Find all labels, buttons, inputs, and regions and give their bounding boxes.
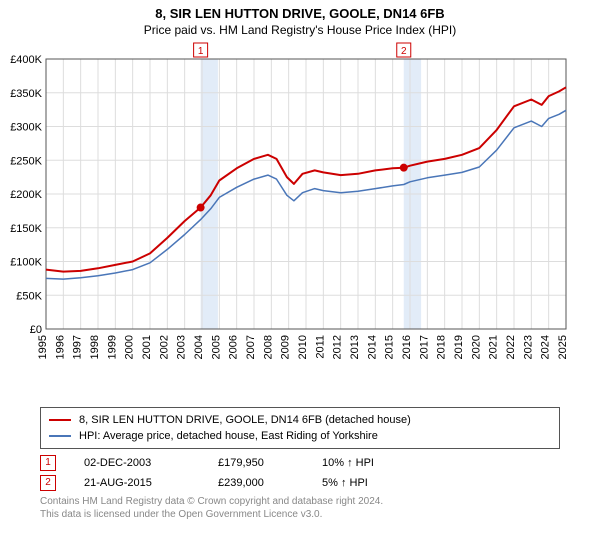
legend-swatch [49, 419, 71, 421]
svg-text:1995: 1995 [37, 335, 49, 359]
svg-text:2025: 2025 [557, 335, 569, 359]
svg-text:2006: 2006 [228, 335, 240, 359]
svg-text:2009: 2009 [280, 335, 292, 359]
chart-container: 8, SIR LEN HUTTON DRIVE, GOOLE, DN14 6FB… [0, 0, 600, 521]
legend-item: 8, SIR LEN HUTTON DRIVE, GOOLE, DN14 6FB… [49, 412, 551, 428]
chart-title: 8, SIR LEN HUTTON DRIVE, GOOLE, DN14 6FB [0, 0, 600, 21]
svg-text:2017: 2017 [418, 335, 430, 359]
svg-text:£150K: £150K [10, 223, 42, 235]
svg-text:2002: 2002 [158, 335, 170, 359]
svg-text:2013: 2013 [349, 335, 361, 359]
sale-date: 02-DEC-2003 [84, 453, 194, 473]
svg-text:2019: 2019 [453, 335, 465, 359]
svg-text:2000: 2000 [124, 335, 136, 359]
sale-row: 1 02-DEC-2003 £179,950 10% ↑ HPI [40, 453, 560, 473]
svg-text:2016: 2016 [401, 335, 413, 359]
svg-text:£50K: £50K [16, 290, 42, 302]
sale-price: £179,950 [218, 453, 298, 473]
svg-text:2024: 2024 [540, 335, 552, 359]
svg-text:2023: 2023 [522, 335, 534, 359]
attribution-line: Contains HM Land Registry data © Crown c… [40, 495, 560, 508]
sale-price: £239,000 [218, 473, 298, 493]
svg-text:2022: 2022 [505, 335, 517, 359]
svg-text:2021: 2021 [488, 335, 500, 359]
svg-text:£100K: £100K [10, 257, 42, 269]
legend: 8, SIR LEN HUTTON DRIVE, GOOLE, DN14 6FB… [40, 407, 560, 449]
chart-plot: £0 £50K £100K £150K £200K £250K £300K £350K £400… [0, 41, 600, 401]
svg-text:£400K: £400K [10, 54, 42, 66]
sale-date: 21-AUG-2015 [84, 473, 194, 493]
svg-text:£250K: £250K [10, 155, 42, 167]
sale-row: 2 21-AUG-2015 £239,000 5% ↑ HPI [40, 473, 560, 493]
sale-hpi: 5% ↑ HPI [322, 473, 422, 493]
chart-subtitle: Price paid vs. HM Land Registry's House … [0, 21, 600, 41]
svg-text:2010: 2010 [297, 335, 309, 359]
svg-text:2011: 2011 [314, 335, 326, 359]
svg-text:2012: 2012 [332, 335, 344, 359]
svg-text:2008: 2008 [262, 335, 274, 359]
svg-text:1997: 1997 [72, 335, 84, 359]
svg-text:£300K: £300K [10, 122, 42, 134]
svg-text:2003: 2003 [176, 335, 188, 359]
svg-text:1: 1 [198, 46, 204, 57]
svg-text:2015: 2015 [384, 335, 396, 359]
sale-marker-icon: 1 [40, 455, 56, 471]
svg-text:2004: 2004 [193, 335, 205, 359]
attribution: Contains HM Land Registry data © Crown c… [40, 495, 560, 521]
svg-text:2007: 2007 [245, 335, 257, 359]
svg-text:2020: 2020 [470, 335, 482, 359]
legend-item: HPI: Average price, detached house, East… [49, 428, 551, 444]
svg-text:1996: 1996 [54, 335, 66, 359]
legend-label: HPI: Average price, detached house, East… [79, 428, 378, 444]
svg-text:2005: 2005 [210, 335, 222, 359]
legend-label: 8, SIR LEN HUTTON DRIVE, GOOLE, DN14 6FB… [79, 412, 411, 428]
svg-text:2: 2 [401, 46, 407, 57]
svg-text:£350K: £350K [10, 88, 42, 100]
svg-text:1999: 1999 [106, 335, 118, 359]
svg-text:1998: 1998 [89, 335, 101, 359]
svg-text:2014: 2014 [366, 335, 378, 359]
svg-text:£0: £0 [30, 324, 42, 336]
legend-swatch [49, 435, 71, 437]
attribution-line: This data is licensed under the Open Gov… [40, 508, 560, 521]
sale-hpi: 10% ↑ HPI [322, 453, 422, 473]
svg-text:2018: 2018 [436, 335, 448, 359]
svg-text:2001: 2001 [141, 335, 153, 359]
sales-table: 1 02-DEC-2003 £179,950 10% ↑ HPI 2 21-AUG-201… [40, 453, 560, 493]
svg-text:£200K: £200K [10, 189, 42, 201]
sale-marker-icon: 2 [40, 475, 56, 491]
